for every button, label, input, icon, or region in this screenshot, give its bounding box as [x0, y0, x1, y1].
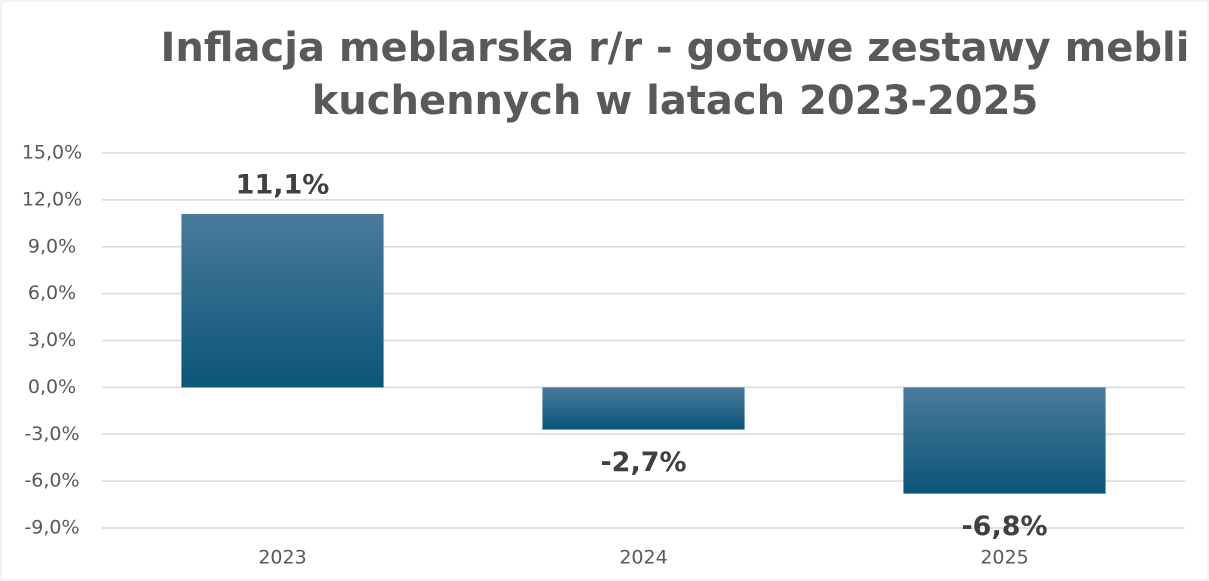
bar: [181, 213, 384, 388]
y-tick-label: 6,0%: [28, 282, 76, 304]
y-tick-label: -6,0%: [24, 470, 79, 492]
chart-title: Inflacja meblarska r/r - gotowe zestawy …: [161, 25, 1190, 71]
y-tick-label: 3,0%: [28, 329, 76, 351]
y-tick-label: 12,0%: [22, 188, 82, 210]
bar: [903, 387, 1106, 494]
bar: [542, 387, 745, 430]
data-label: 11,1%: [236, 169, 330, 200]
y-tick-label: -9,0%: [24, 517, 79, 539]
y-tick-label: 9,0%: [28, 235, 76, 257]
y-tick-label: 0,0%: [28, 376, 76, 398]
x-tick-label: 2024: [619, 547, 667, 569]
data-label: -2,7%: [600, 447, 686, 478]
data-label: -6,8%: [961, 511, 1047, 542]
x-tick-label: 2025: [980, 547, 1028, 569]
y-tick-label: 15,0%: [22, 142, 82, 164]
x-tick-label: 2023: [258, 547, 306, 569]
chart-title: kuchennych w latach 2023-2025: [312, 78, 1039, 124]
y-tick-label: -3,0%: [24, 423, 79, 445]
